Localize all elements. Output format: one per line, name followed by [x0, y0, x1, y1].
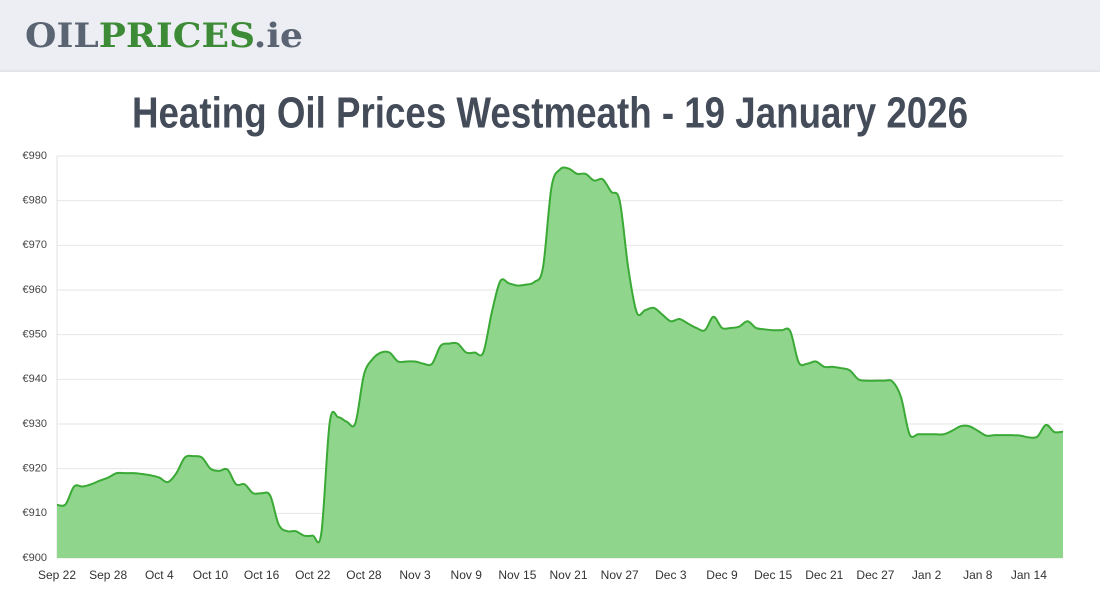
x-tick-label: Sep 22	[38, 568, 76, 582]
logo[interactable]: OIL PRICES .ie	[25, 16, 303, 56]
x-tick-label: Oct 16	[244, 568, 280, 582]
logo-part: .ie	[254, 16, 303, 56]
header-shadow	[0, 70, 1100, 72]
x-tick-label: Jan 8	[963, 568, 993, 582]
x-tick-label: Nov 3	[399, 568, 431, 582]
chart-title: Heating Oil Prices Westmeath - 19 Januar…	[132, 89, 968, 138]
x-tick-label: Jan 14	[1011, 568, 1047, 582]
header-bar	[0, 0, 1100, 70]
y-tick-label: €910	[23, 507, 47, 519]
area-fill	[57, 167, 1063, 559]
x-tick-label: Nov 21	[550, 568, 588, 582]
x-tick-label: Nov 15	[498, 568, 536, 582]
y-tick-label: €900	[23, 552, 47, 564]
x-tick-label: Jan 2	[912, 568, 942, 582]
y-tick-label: €930	[23, 418, 47, 430]
x-tick-label: Oct 22	[295, 568, 331, 582]
x-tick-label: Nov 9	[451, 568, 483, 582]
logo-part: OIL	[25, 16, 99, 56]
x-tick-label: Nov 27	[601, 568, 639, 582]
x-tick-label: Dec 27	[856, 568, 894, 582]
x-tick-label: Dec 15	[754, 568, 792, 582]
y-tick-label: €990	[23, 150, 47, 162]
y-tick-label: €940	[23, 373, 47, 385]
logo-part: PRICES	[99, 16, 254, 56]
plot: €900 €910 €920 €930 €940 €950 €960 €970 €980 €990…	[23, 150, 1064, 582]
y-tick-label: €960	[23, 284, 47, 296]
y-tick-label: €950	[23, 329, 47, 341]
x-tick-label: Dec 9	[706, 568, 738, 582]
price-line	[56, 166, 1064, 544]
x-tick-label: Dec 21	[805, 568, 843, 582]
x-tick-label: Dec 3	[655, 568, 687, 582]
y-tick-label: €920	[23, 463, 47, 475]
x-tick-label: Oct 10	[193, 568, 229, 582]
y-tick-label: €970	[23, 239, 47, 251]
x-tick-label: Oct 28	[346, 568, 382, 582]
y-tick-label: €980	[23, 195, 47, 207]
x-tick-label: Sep 28	[89, 568, 127, 582]
x-tick-label: Oct 4	[145, 568, 174, 582]
